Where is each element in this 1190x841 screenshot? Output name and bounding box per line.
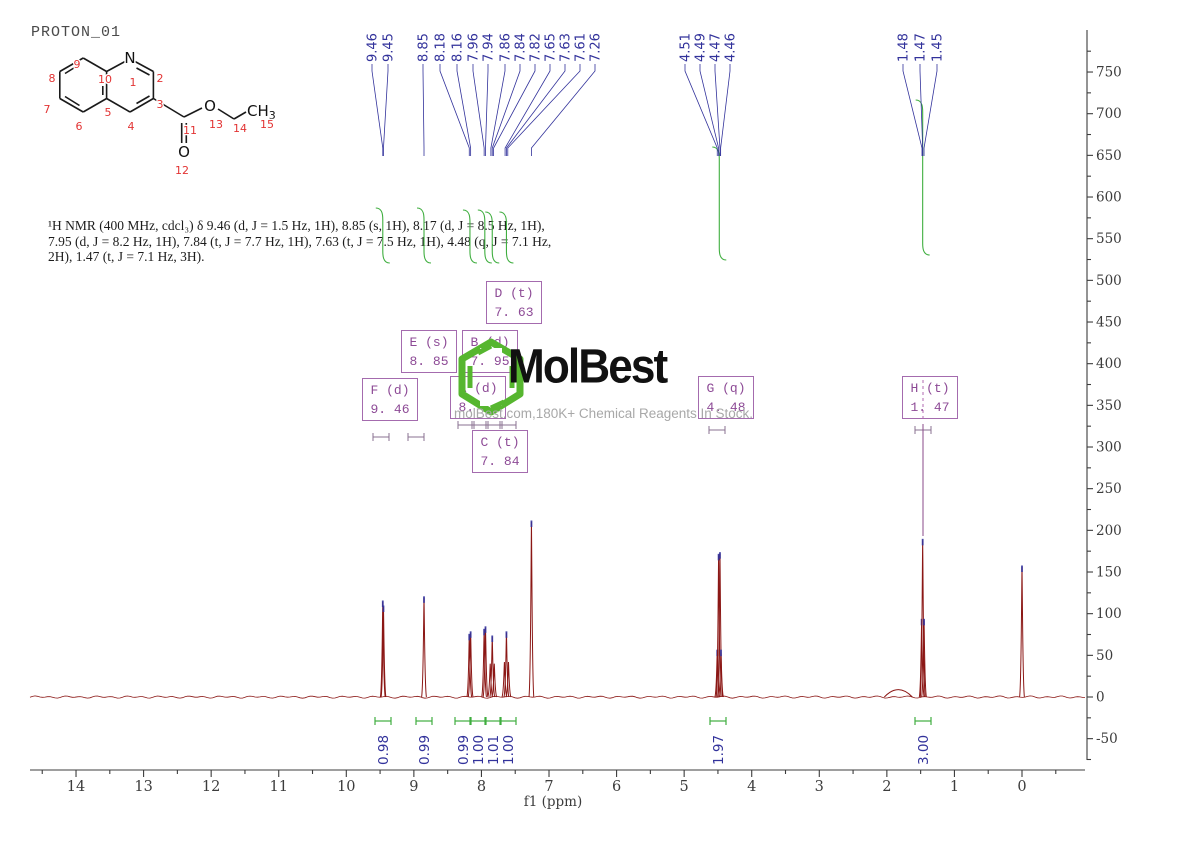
watermark: MolBest molBest.com,180K+ Chemical Reage…	[452, 336, 782, 431]
atom-number: 9	[74, 58, 81, 71]
atom-number: 3	[157, 98, 164, 111]
atom-number: 12	[175, 164, 189, 177]
atom-number: 4	[128, 120, 135, 133]
bond	[183, 107, 203, 118]
bond	[233, 111, 247, 120]
assignment-shift: 9. 46	[370, 402, 410, 417]
bond	[59, 97, 84, 113]
bond	[129, 97, 154, 113]
assignment-box-G: G (q) 4. 48	[698, 376, 754, 419]
atom-label: O	[204, 97, 216, 115]
bond	[64, 95, 80, 107]
bond	[106, 97, 131, 113]
atom-number: 14	[233, 122, 247, 135]
atom-number: 7	[44, 103, 51, 116]
assignment-box-F: F (d) 9. 46	[362, 378, 418, 421]
assignment-box-C: C (t) 7. 84	[472, 430, 528, 473]
atom-label: N	[124, 49, 135, 67]
atom-number: 10	[98, 73, 112, 86]
bond	[106, 60, 126, 73]
bond	[217, 108, 235, 120]
assignment-shift: 1. 47	[910, 400, 950, 415]
bond	[136, 95, 150, 105]
assignment-shift: 8. 85	[409, 354, 449, 369]
molbest-hexagon-icon	[458, 338, 524, 416]
molbest-brand-text: MolBest	[508, 339, 668, 394]
bond	[136, 67, 150, 76]
assignment-shift: 7. 84	[480, 454, 520, 469]
assignment-box-H: H (t) 1. 47	[902, 376, 958, 419]
assignment-label: F (d)	[370, 383, 410, 398]
atom-number: 13	[209, 118, 223, 131]
assignment-shift: 4. 48	[706, 400, 746, 415]
atom-number: 8	[49, 72, 56, 85]
assignment-shift: 7. 63	[494, 305, 534, 320]
molbest-tagline: molBest.com,180K+ Chemical Reagents In S…	[454, 406, 754, 421]
assignment-box-D: D (t) 7. 63	[486, 281, 542, 324]
atom-label: O	[178, 143, 190, 161]
assignment-label: G (q)	[706, 381, 746, 396]
bond	[82, 57, 107, 73]
assignment-shift: 7. 95	[470, 354, 510, 369]
atom-number: 1	[130, 76, 137, 89]
bond	[82, 97, 107, 113]
atom-number: 5	[105, 106, 112, 119]
nmr-text-line3: 2H), 1.47 (t, J = 7.1 Hz, 3H).	[48, 249, 205, 264]
bond	[152, 97, 185, 118]
bond	[64, 63, 80, 75]
atom-number: 11	[183, 124, 197, 137]
assignment-label: C (t)	[480, 435, 520, 450]
assignment-label: E (s)	[409, 335, 449, 350]
bond	[134, 60, 154, 73]
bond	[59, 57, 84, 73]
experiment-title: PROTON_01	[31, 24, 122, 41]
assignment-box-E: E (s) 8. 85	[401, 330, 457, 373]
assignment-label: D (t)	[494, 286, 534, 301]
atom-number: 2	[157, 72, 164, 85]
atom-number: 15	[260, 118, 274, 131]
atom-number: 6	[76, 120, 83, 133]
assignment-label: H (t)	[910, 381, 950, 396]
